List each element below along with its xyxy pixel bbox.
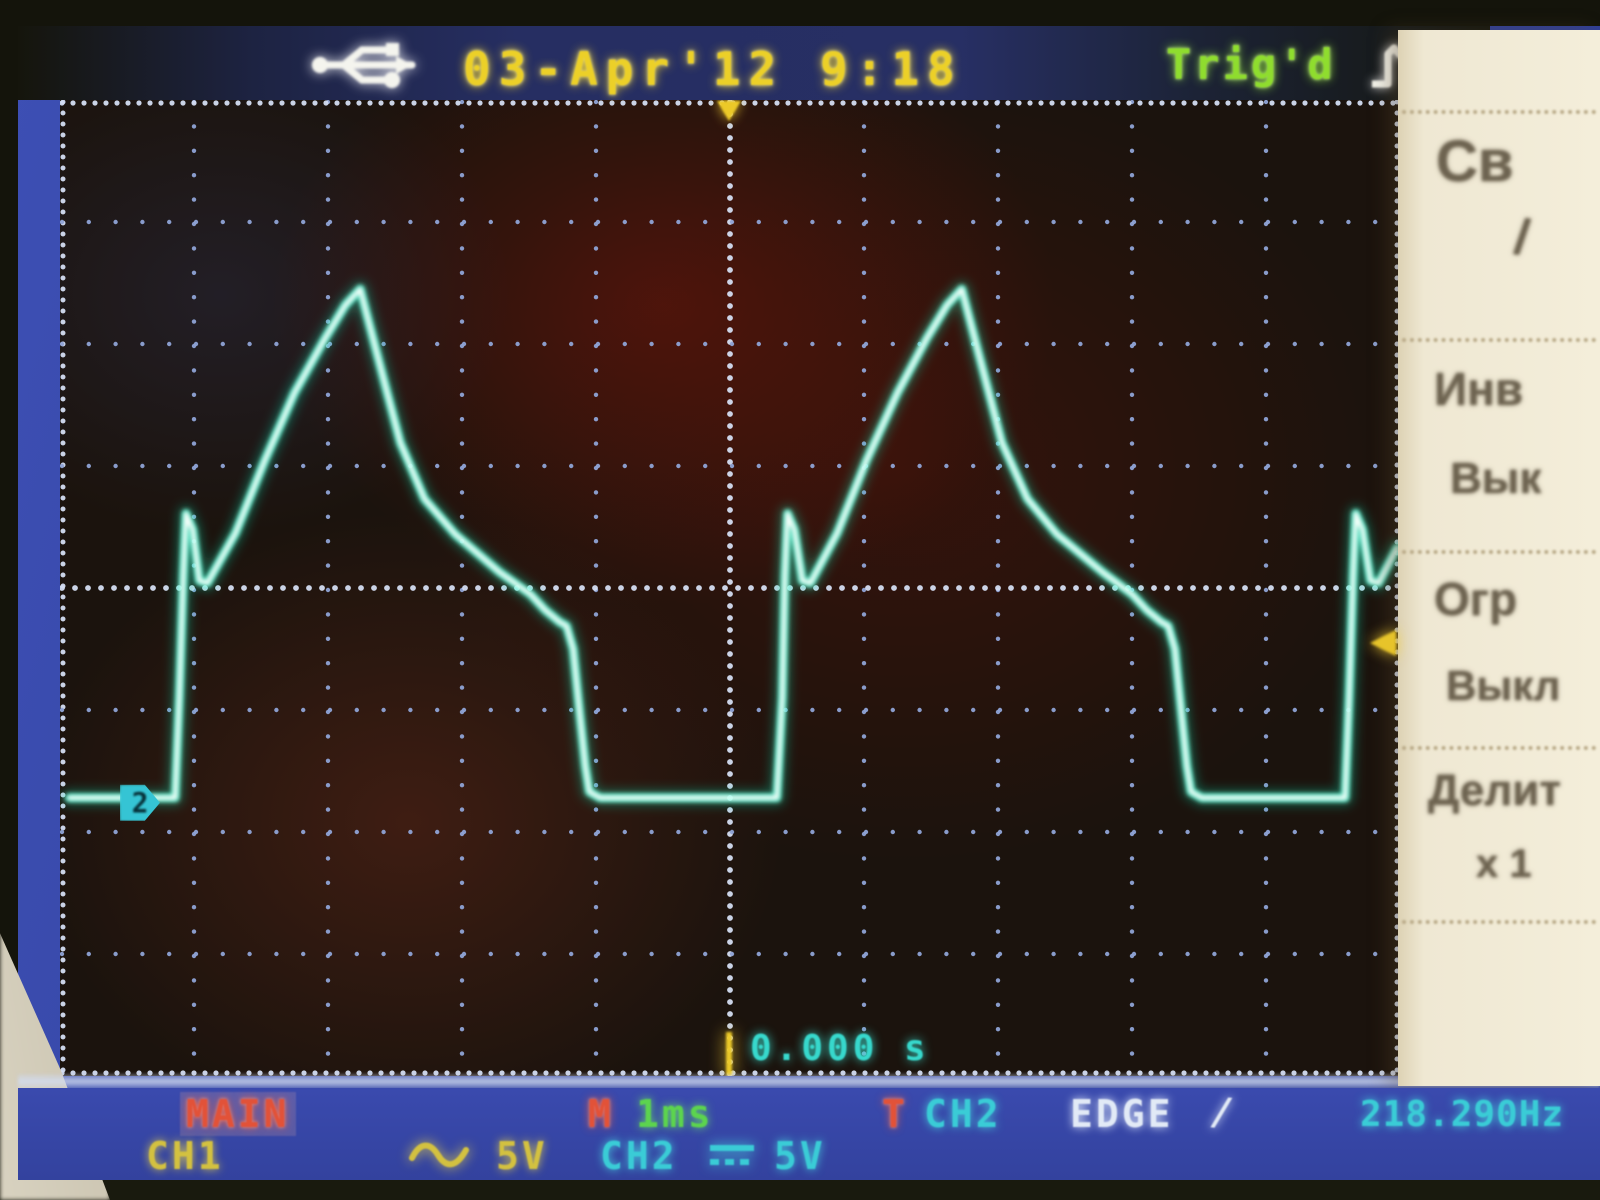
menu-separator xyxy=(1402,746,1596,750)
menu-item-label: Делит xyxy=(1428,766,1561,815)
sweep-mode: MAIN xyxy=(180,1092,296,1136)
timebase-prefix: M xyxy=(588,1092,614,1136)
horizontal-position-readout: 0.000 s xyxy=(750,1028,930,1069)
trigger-status: Trig'd xyxy=(1166,40,1336,89)
trigger-prefix: T xyxy=(882,1092,908,1136)
menu-item-value: Вык xyxy=(1450,454,1542,503)
screen-bloom-line xyxy=(18,1074,1600,1089)
menu-item-value: Выкл xyxy=(1446,662,1561,709)
usb-icon xyxy=(312,43,416,88)
graticule: 2 0.000 s xyxy=(60,100,1400,1076)
trigger-position-tick xyxy=(726,1032,732,1076)
ch1-ac-coupling-icon xyxy=(409,1142,469,1168)
menu-item-label: Огр xyxy=(1434,573,1518,625)
date-time: 03-Apr'12 9:18 xyxy=(463,42,963,96)
ch2-label: CH2 xyxy=(600,1134,678,1178)
trigger-position-arrow xyxy=(717,101,741,121)
photo-bottom-edge xyxy=(0,1178,1600,1200)
menu-item-coupling[interactable]: Св / xyxy=(1398,114,1600,338)
top-status-bar: 03-Apr'12 9:18 Trig'd xyxy=(18,26,1490,100)
slope-glyph: / xyxy=(1511,208,1533,266)
timebase-value: 1ms xyxy=(636,1092,714,1136)
menu-item-label: Св xyxy=(1436,129,1514,194)
menu-item-probe[interactable]: Делит x 1 xyxy=(1398,750,1600,920)
menu-item-invert[interactable]: Инв Вык xyxy=(1398,342,1600,550)
menu-separator xyxy=(1402,338,1596,342)
menu-item-label: Инв xyxy=(1434,363,1524,415)
menu-item-value: x 1 xyxy=(1476,842,1532,886)
trigger-source: CH2 xyxy=(924,1092,1002,1136)
menu-separator xyxy=(1402,920,1596,924)
menu-separator xyxy=(1402,110,1596,114)
trigger-type: EDGE xyxy=(1070,1092,1174,1136)
ch2-scale: 5V xyxy=(774,1134,826,1178)
ch2-dc-coupling-icon xyxy=(710,1145,754,1165)
ch1-scale: 5V xyxy=(496,1134,548,1178)
trigger-slope-icon: / xyxy=(1207,1088,1239,1136)
trigger-frequency: 218.290Hz xyxy=(1360,1094,1565,1135)
ch1-label: CH1 xyxy=(146,1134,224,1178)
trigger-level-arrow xyxy=(1370,629,1396,656)
menu-separator xyxy=(1402,550,1596,554)
waveform-trace xyxy=(60,280,1400,807)
bottom-status-bar: MAIN M 1ms T CH2 EDGE / 218.290Hz CH1 5V… xyxy=(18,1088,1600,1180)
soft-menu-panel: Св / Инв Вык Огр Выкл Делит x 1 xyxy=(1398,30,1600,1086)
menu-item-bw-limit[interactable]: Огр Выкл xyxy=(1398,554,1600,746)
menu-top-cell xyxy=(1398,30,1600,110)
graticule-grid xyxy=(60,100,1400,1076)
